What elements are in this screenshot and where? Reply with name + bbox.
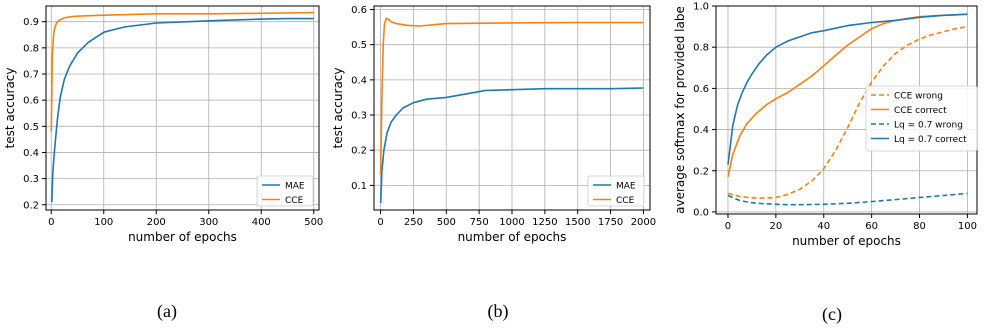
x-tick-label: 300 xyxy=(199,217,218,228)
legend-label: Lq = 0.7 wrong xyxy=(894,121,963,131)
series-line-lq-0-7-correct xyxy=(727,13,968,165)
series-line-cce xyxy=(379,17,644,175)
y-tick-label: 0.2 xyxy=(693,166,709,177)
legend-label: CCE correct xyxy=(894,106,947,116)
legend-label: Lq = 0.7 correct xyxy=(894,135,967,145)
y-tick-label: 0.9 xyxy=(23,17,39,28)
y-tick-label: 0.6 xyxy=(23,96,39,107)
y-tick-label: 0.0 xyxy=(693,207,709,218)
y-tick-label: 0.4 xyxy=(351,75,367,86)
y-tick-label: 1.0 xyxy=(693,2,709,13)
x-tick-label: 100 xyxy=(94,217,113,228)
y-axis-label: average softmax for provided labe xyxy=(673,6,687,214)
x-tick-label: 2000 xyxy=(631,217,656,228)
plot-frame xyxy=(45,5,320,211)
legend-label: CCE xyxy=(285,196,304,206)
x-tick-label: 40 xyxy=(817,221,830,232)
y-tick-label: 0.8 xyxy=(693,43,709,54)
y-tick-label: 0.4 xyxy=(693,125,709,136)
legend-label: MAE xyxy=(616,182,636,192)
x-tick-label: 1250 xyxy=(532,217,557,228)
panel-a: 0 100 200 300 400 500 0.2 0.3 0.4 0.5 0.6 0.7 0.8 0.9… xyxy=(3,5,323,244)
x-tick-label: 250 xyxy=(404,217,423,228)
series-line-cce-wrong xyxy=(727,25,968,199)
y-tick-label: 0.5 xyxy=(23,122,39,133)
y-tick-label: 0.5 xyxy=(351,40,367,51)
y-axis-label: test accuracy xyxy=(3,68,17,149)
x-tick-label: 80 xyxy=(913,221,926,232)
legend-label: CCE wrong xyxy=(894,92,943,102)
x-axis-label: number of epochs xyxy=(792,234,901,248)
y-axis-label: test accuracy xyxy=(331,68,345,149)
series-line-cce xyxy=(50,11,314,132)
panel-c: 0 20 40 60 80 100 0.0 0.2 0.4 0.6 0.8 1.0 number of … xyxy=(673,2,978,248)
y-tick-label: 0.4 xyxy=(23,148,39,159)
y-tick-label: 0.7 xyxy=(23,70,39,81)
y-tick-label: 0.2 xyxy=(351,146,367,157)
caption-c: (c) xyxy=(822,304,842,325)
y-tick-label: 0.8 xyxy=(23,43,39,54)
x-tick-label: 200 xyxy=(147,217,166,228)
y-tick-label: 0.6 xyxy=(351,5,367,16)
x-tick-label: 60 xyxy=(865,221,878,232)
y-tick-label: 0.6 xyxy=(693,84,709,95)
y-tick-label: 0.2 xyxy=(23,200,39,211)
y-tick-label: 0.1 xyxy=(351,181,367,192)
legend-label: CCE xyxy=(616,196,635,206)
legend-box xyxy=(587,175,645,207)
caption-a: (a) xyxy=(157,301,177,322)
panel-b: 0 250 500 750 1000 1250 1500 1750 2000 0.1 0.2 0.3 0… xyxy=(331,5,656,244)
series-line-mae xyxy=(51,17,314,203)
x-tick-label: 20 xyxy=(769,221,782,232)
legend-label: MAE xyxy=(285,182,305,192)
legend-box xyxy=(865,85,978,152)
legend-box xyxy=(256,175,314,207)
x-tick-label: 500 xyxy=(437,217,456,228)
caption-b: (b) xyxy=(488,301,509,322)
x-tick-label: 1500 xyxy=(565,217,590,228)
x-tick-label: 750 xyxy=(470,217,489,228)
x-tick-label: 0 xyxy=(377,217,383,228)
x-tick-label: 100 xyxy=(958,221,977,232)
x-tick-label: 1750 xyxy=(598,217,623,228)
x-tick-label: 1000 xyxy=(499,217,524,228)
x-axis-label: number of epochs xyxy=(128,230,237,244)
x-tick-label: 0 xyxy=(725,221,731,232)
y-tick-label: 0.3 xyxy=(351,111,367,122)
x-tick-label: 0 xyxy=(48,217,54,228)
x-tick-label: 400 xyxy=(252,217,271,228)
y-tick-label: 0.3 xyxy=(23,174,39,185)
series-line-mae xyxy=(379,87,644,204)
x-tick-label: 500 xyxy=(304,217,323,228)
x-axis-label: number of epochs xyxy=(458,230,567,244)
series-line-lq-0-7-wrong xyxy=(727,192,968,206)
